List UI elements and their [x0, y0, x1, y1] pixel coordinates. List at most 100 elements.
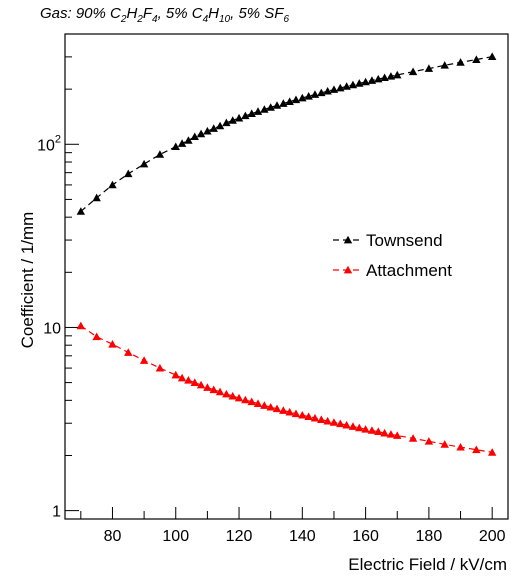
- data-point-attachment: [456, 442, 465, 451]
- data-point-attachment: [234, 393, 244, 402]
- data-point-townsend: [367, 76, 377, 84]
- data-point-townsend: [380, 73, 389, 82]
- data-point-attachment: [355, 423, 364, 432]
- data-point-townsend: [348, 80, 358, 89]
- data-point-attachment: [139, 356, 149, 364]
- data-point-attachment: [209, 385, 218, 394]
- data-point-attachment: [393, 431, 402, 439]
- data-point-attachment: [279, 406, 288, 414]
- x-axis-label: Electric Field / kV/cm: [348, 555, 507, 574]
- data-point-attachment: [228, 391, 237, 400]
- data-point-townsend: [329, 85, 339, 93]
- data-point-townsend: [76, 207, 86, 215]
- data-point-attachment: [380, 428, 389, 437]
- data-point-townsend: [92, 193, 101, 202]
- data-point-townsend: [291, 95, 301, 104]
- data-point-townsend: [440, 61, 449, 69]
- data-point-townsend: [228, 116, 237, 124]
- data-point-attachment: [487, 448, 497, 456]
- data-point-townsend: [272, 101, 282, 109]
- data-point-attachment: [266, 402, 275, 411]
- data-point-townsend: [155, 150, 165, 158]
- data-point-townsend: [374, 74, 383, 83]
- data-point-attachment: [124, 348, 133, 356]
- data-point-attachment: [374, 427, 383, 435]
- data-point-townsend: [355, 79, 364, 87]
- data-point-attachment: [323, 416, 332, 425]
- data-point-townsend: [184, 136, 193, 144]
- series-group: [76, 52, 497, 456]
- data-point-townsend: [317, 88, 326, 97]
- data-point-townsend: [298, 93, 307, 102]
- data-point-townsend: [342, 82, 351, 90]
- data-point-attachment: [108, 340, 117, 348]
- y-tick-label: 1: [52, 504, 61, 521]
- data-point-attachment: [408, 434, 418, 442]
- data-point-attachment: [272, 404, 282, 413]
- x-tick-label: 80: [104, 528, 122, 545]
- data-point-attachment: [342, 420, 351, 429]
- data-point-attachment: [92, 332, 101, 341]
- data-point-attachment: [184, 376, 193, 384]
- data-point-townsend: [456, 58, 465, 66]
- data-point-townsend: [124, 169, 133, 178]
- y-tick-label: 102: [37, 133, 61, 154]
- data-point-townsend: [266, 103, 275, 111]
- data-point-attachment: [291, 409, 301, 418]
- data-point-attachment: [472, 445, 481, 454]
- data-point-townsend: [472, 55, 481, 63]
- y-tick-label: 10: [43, 320, 61, 337]
- data-point-attachment: [222, 389, 231, 398]
- x-tick-label: 100: [162, 528, 189, 545]
- data-point-attachment: [329, 418, 339, 426]
- data-point-attachment: [155, 363, 165, 372]
- y-tick-base: 10: [37, 137, 55, 154]
- legend-label-attachment: Attachment: [366, 261, 452, 280]
- data-point-townsend: [310, 90, 320, 98]
- data-point-townsend: [408, 67, 418, 76]
- series-line-attachment: [80, 325, 493, 453]
- data-point-attachment: [253, 399, 263, 407]
- data-point-townsend: [247, 109, 256, 117]
- data-point-attachment: [171, 370, 180, 379]
- data-point-townsend: [361, 77, 370, 86]
- data-point-townsend: [177, 139, 187, 147]
- data-point-townsend: [203, 126, 212, 135]
- data-point-townsend: [393, 70, 402, 79]
- x-tick-label: 180: [416, 528, 443, 545]
- legend-label-townsend: Townsend: [366, 231, 443, 250]
- data-point-attachment: [190, 378, 199, 386]
- data-point-attachment: [317, 415, 326, 423]
- legend: Townsend Attachment: [333, 231, 452, 280]
- data-point-townsend: [279, 99, 288, 107]
- legend-marker-attachment: [343, 265, 353, 274]
- data-point-townsend: [196, 129, 206, 138]
- chart-title: Gas: 90% C2H2F4, 5% C4H10, 5% SF6: [40, 5, 290, 25]
- data-point-attachment: [304, 412, 313, 420]
- x-tick-label: 140: [289, 528, 316, 545]
- data-point-townsend: [260, 105, 269, 113]
- data-point-attachment: [215, 387, 225, 396]
- data-point-attachment: [285, 407, 294, 416]
- y-tick-exponent: 2: [55, 133, 61, 145]
- data-point-attachment: [196, 380, 206, 389]
- x-tick-label: 160: [352, 528, 379, 545]
- data-point-townsend: [487, 52, 497, 60]
- data-point-attachment: [203, 383, 212, 391]
- x-tick-label: 120: [226, 528, 253, 545]
- data-point-attachment: [241, 395, 250, 404]
- data-point-attachment: [367, 426, 377, 434]
- data-point-attachment: [386, 430, 396, 438]
- y-axis-label: Coefficient / 1/mm: [18, 211, 37, 349]
- data-point-attachment: [76, 321, 86, 330]
- data-point-attachment: [348, 422, 358, 430]
- data-point-townsend: [386, 72, 396, 80]
- data-point-townsend: [241, 111, 250, 120]
- data-point-townsend: [304, 92, 313, 100]
- x-tick-label: 200: [479, 528, 506, 545]
- data-point-attachment: [177, 373, 187, 382]
- data-point-attachment: [336, 419, 345, 428]
- data-point-townsend: [215, 121, 225, 130]
